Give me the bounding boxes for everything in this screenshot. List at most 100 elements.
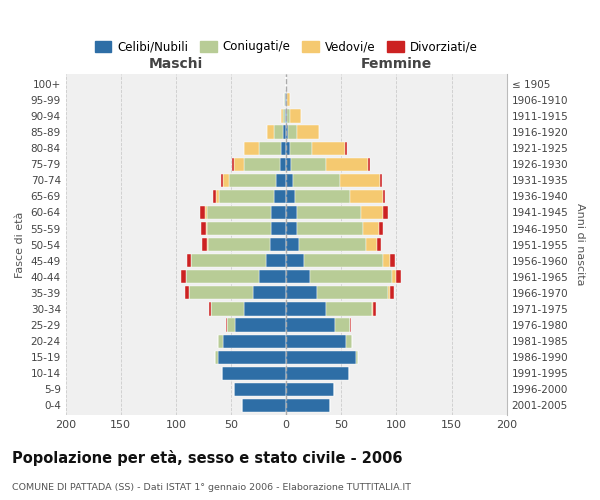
Bar — [379, 222, 383, 235]
Bar — [181, 270, 186, 283]
Bar — [286, 174, 293, 187]
Bar — [335, 318, 350, 332]
Bar — [232, 158, 235, 171]
Bar — [390, 254, 395, 268]
Bar — [259, 142, 281, 154]
Bar — [207, 222, 271, 235]
Bar — [191, 254, 266, 268]
Bar — [326, 158, 368, 171]
Bar — [208, 238, 269, 251]
Bar — [206, 222, 207, 235]
Bar — [286, 254, 304, 268]
Bar — [290, 158, 326, 171]
Bar — [189, 286, 253, 300]
Bar — [200, 206, 205, 219]
Bar — [293, 174, 340, 187]
Bar — [187, 254, 191, 268]
Bar — [222, 366, 286, 380]
Bar — [286, 158, 290, 171]
Bar — [380, 174, 382, 187]
Bar — [286, 110, 287, 122]
Bar — [219, 190, 274, 203]
Bar — [235, 383, 286, 396]
Bar — [268, 126, 274, 138]
Bar — [372, 302, 373, 316]
Bar — [266, 254, 286, 268]
Bar — [390, 286, 394, 300]
Bar — [202, 238, 207, 251]
Bar — [326, 302, 372, 316]
Bar — [287, 94, 290, 106]
Bar — [218, 350, 286, 364]
Bar — [201, 222, 206, 235]
Bar — [227, 318, 235, 332]
Bar — [281, 110, 283, 122]
Bar — [215, 190, 219, 203]
Text: Femmine: Femmine — [361, 57, 432, 71]
Bar — [271, 222, 286, 235]
Bar — [392, 270, 397, 283]
Bar — [297, 206, 361, 219]
Bar — [340, 174, 380, 187]
Bar — [286, 206, 297, 219]
Bar — [276, 174, 286, 187]
Bar — [215, 350, 218, 364]
Bar — [286, 302, 326, 316]
Bar — [207, 206, 271, 219]
Bar — [383, 254, 390, 268]
Bar — [344, 142, 347, 154]
Bar — [287, 110, 290, 122]
Bar — [259, 270, 286, 283]
Text: Popolazione per età, sesso e stato civile - 2006: Popolazione per età, sesso e stato civil… — [12, 450, 403, 466]
Bar — [281, 142, 286, 154]
Bar — [361, 206, 383, 219]
Bar — [356, 350, 358, 364]
Bar — [383, 206, 388, 219]
Bar — [286, 366, 349, 380]
Text: COMUNE DI PATTADA (SS) - Dati ISTAT 1° gennaio 2006 - Elaborazione TUTTITALIA.IT: COMUNE DI PATTADA (SS) - Dati ISTAT 1° g… — [12, 483, 411, 492]
Bar — [244, 142, 259, 154]
Bar — [284, 94, 285, 106]
Bar — [311, 142, 344, 154]
Bar — [253, 286, 286, 300]
Bar — [286, 222, 297, 235]
Bar — [286, 94, 287, 106]
Bar — [285, 110, 286, 122]
Bar — [286, 142, 290, 154]
Y-axis label: Anni di nascita: Anni di nascita — [575, 204, 585, 286]
Bar — [244, 158, 280, 171]
Bar — [286, 270, 310, 283]
Bar — [364, 222, 379, 235]
Bar — [235, 158, 244, 171]
Bar — [286, 399, 331, 412]
Bar — [242, 399, 286, 412]
Bar — [310, 270, 392, 283]
Bar — [365, 238, 377, 251]
Bar — [274, 190, 286, 203]
Bar — [223, 174, 229, 187]
Bar — [317, 286, 388, 300]
Bar — [229, 174, 276, 187]
Bar — [297, 222, 364, 235]
Bar — [350, 318, 351, 332]
Bar — [290, 110, 301, 122]
Bar — [285, 94, 286, 106]
Bar — [271, 206, 286, 219]
Bar — [368, 158, 370, 171]
Bar — [211, 302, 244, 316]
Bar — [269, 238, 286, 251]
Bar — [286, 190, 295, 203]
Bar — [388, 286, 390, 300]
Bar — [286, 126, 289, 138]
Bar — [286, 334, 346, 347]
Bar — [350, 190, 383, 203]
Bar — [299, 238, 365, 251]
Bar — [297, 126, 319, 138]
Bar — [295, 190, 350, 203]
Bar — [218, 334, 223, 347]
Bar — [209, 302, 211, 316]
Bar — [373, 302, 376, 316]
Bar — [346, 334, 352, 347]
Bar — [274, 126, 283, 138]
Bar — [286, 238, 299, 251]
